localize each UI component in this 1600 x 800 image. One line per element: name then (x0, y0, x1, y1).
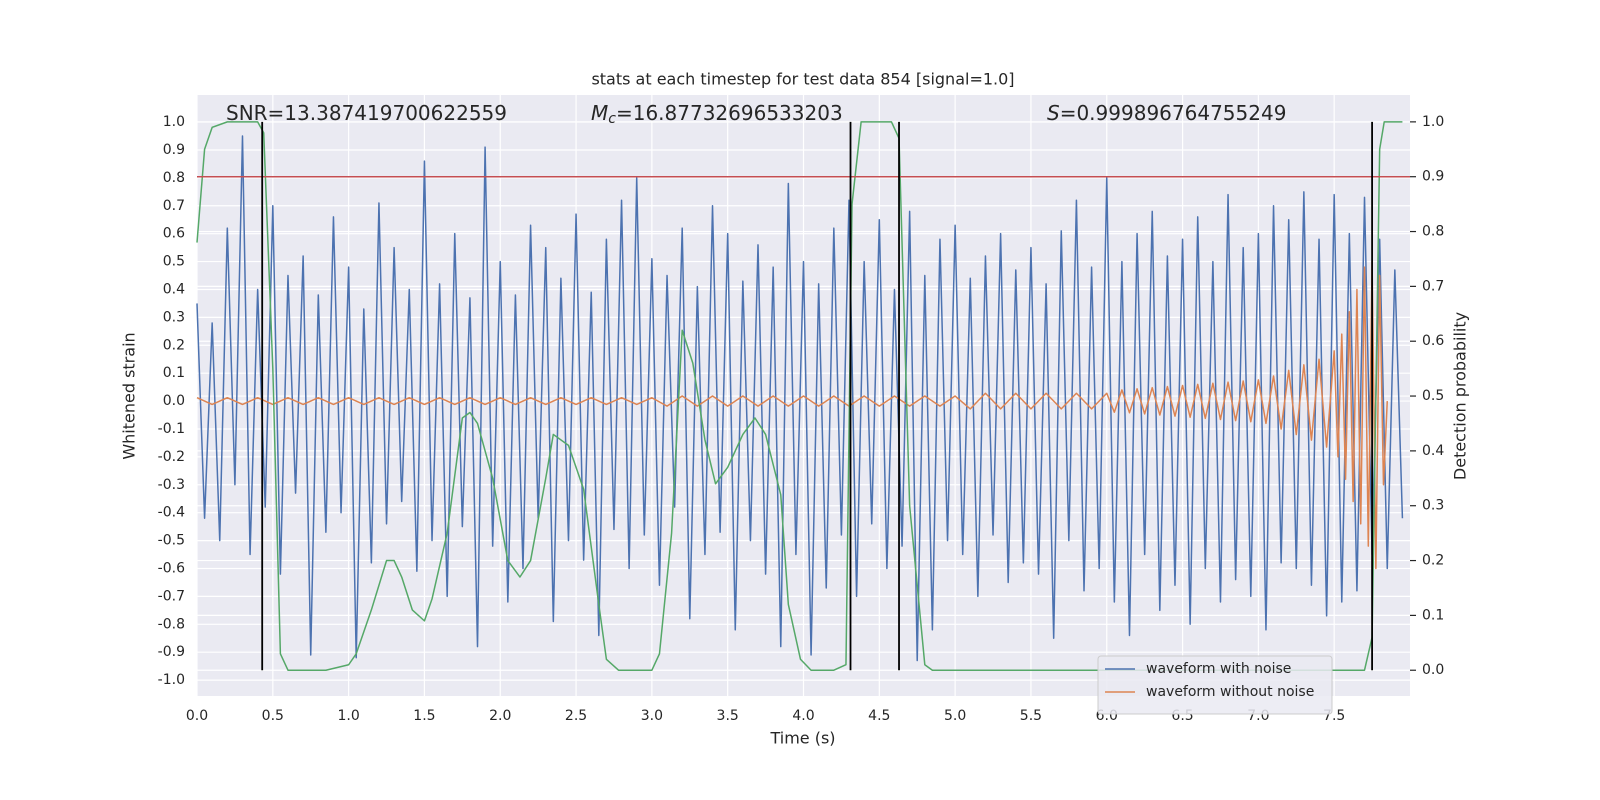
y2-tick-label: 0.3 (1422, 498, 1444, 514)
x-tick-label: 2.0 (489, 708, 511, 724)
y-tick-label: 0.4 (163, 281, 185, 297)
chart-title: stats at each timestep for test data 854… (591, 70, 1014, 89)
x-tick-label: 5.0 (944, 708, 966, 724)
annotation-symbol: M (591, 101, 608, 125)
x-tick-label: 4.0 (792, 708, 814, 724)
x-tick-label: 0.0 (186, 708, 208, 724)
y-tick-label: -0.8 (158, 616, 185, 632)
x-tick-label: 1.5 (413, 708, 435, 724)
annotation-text: SNR=13.387419700622559 (226, 101, 507, 125)
y-tick-label: 0.9 (163, 142, 185, 158)
x-tick-label: 4.5 (868, 708, 890, 724)
y-tick-label: 0.2 (163, 337, 185, 353)
x-axis-label: Time (s) (769, 729, 835, 748)
y-tick-label: -0.1 (158, 421, 185, 437)
annotation: SNR=13.387419700622559 (226, 101, 507, 125)
y-tick-label: 0.8 (163, 170, 185, 186)
y-tick-label: 0.5 (163, 254, 185, 270)
y2-axis-label: Detection probability (1451, 312, 1470, 480)
y2-tick-label: 0.8 (1422, 224, 1444, 240)
y-tick-label: -0.4 (158, 505, 185, 521)
y2-tick-label: 0.4 (1422, 443, 1444, 459)
y-tick-label: 0.6 (163, 226, 185, 242)
annotation-text: =16.87732696533203 (616, 101, 843, 125)
x-tick-label: 1.0 (337, 708, 359, 724)
legend-label: waveform without noise (1146, 684, 1314, 700)
legend-label: waveform with noise (1146, 661, 1291, 677)
x-tick-label: 2.5 (565, 708, 587, 724)
y-tick-label: -0.2 (158, 449, 185, 465)
y-axis-label: Whitened strain (120, 332, 139, 459)
y2-tick-label: 0.5 (1422, 388, 1444, 404)
legend-box (1097, 655, 1333, 715)
y-tick-label: -0.7 (158, 588, 185, 604)
series-line (196, 121, 1403, 671)
annotation-subscript: c (608, 111, 616, 127)
y-tick-label: -0.5 (158, 533, 185, 549)
y2-tick-label: 0.9 (1422, 169, 1444, 185)
y2-tick-label: 0.7 (1422, 278, 1444, 294)
annotation: Mc=16.87732696533203 (591, 101, 843, 128)
annotation: S=0.999896764755249 (1047, 101, 1286, 125)
annotation-text: =0.999896764755249 (1060, 101, 1287, 125)
y-tick-label: -0.9 (158, 644, 185, 660)
x-tick-label: 5.5 (1020, 708, 1042, 724)
x-tick-label: 0.5 (262, 708, 284, 724)
y-tick-label: 0.7 (163, 198, 185, 214)
x-tick-label: 3.5 (717, 708, 739, 724)
y2-tick-label: 1.0 (1422, 114, 1444, 130)
y-tick-label: 1.0 (163, 114, 185, 130)
y2-tick-label: 0.2 (1422, 553, 1444, 569)
x-tick-label: 3.0 (641, 708, 663, 724)
y2-tick-label: 0.0 (1422, 662, 1444, 678)
y-tick-label: -0.3 (158, 477, 185, 493)
y-tick-label: -0.6 (158, 560, 185, 576)
y-tick-label: -1.0 (158, 672, 185, 688)
series-line (196, 260, 1389, 570)
y-tick-label: 0.1 (163, 365, 185, 381)
series-line (196, 135, 1404, 662)
y-tick-label: 0.3 (163, 309, 185, 325)
y2-tick-label: 0.6 (1422, 333, 1444, 349)
y-tick-label: 0.0 (163, 393, 185, 409)
annotation-symbol: S (1047, 101, 1060, 125)
y2-tick-label: 0.1 (1422, 607, 1444, 623)
